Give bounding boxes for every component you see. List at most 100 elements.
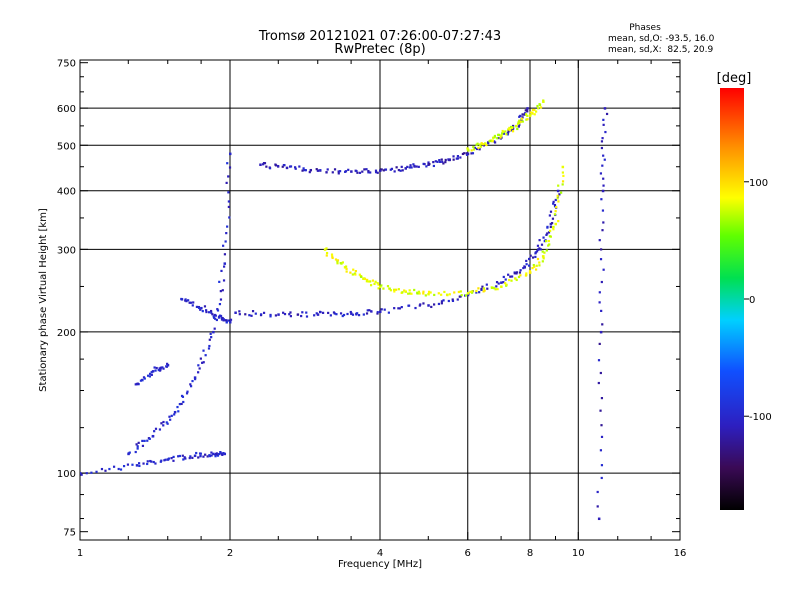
data-point xyxy=(460,294,463,297)
data-point xyxy=(277,313,280,316)
data-point xyxy=(529,111,532,114)
data-point xyxy=(473,146,476,149)
data-point xyxy=(398,307,401,310)
data-point xyxy=(471,152,475,155)
data-point xyxy=(170,414,173,417)
data-point xyxy=(197,371,200,374)
data-point xyxy=(229,318,233,321)
data-point xyxy=(259,163,262,166)
data-point xyxy=(429,291,432,294)
data-point xyxy=(153,430,156,433)
data-point xyxy=(219,290,222,293)
data-point xyxy=(185,392,189,395)
data-point xyxy=(227,205,230,209)
data-point xyxy=(198,452,202,455)
data-point xyxy=(427,292,430,296)
data-point xyxy=(538,261,541,264)
data-point xyxy=(539,106,543,109)
data-point xyxy=(395,288,398,291)
data-point xyxy=(263,162,267,165)
data-point xyxy=(167,457,171,460)
data-point xyxy=(208,311,211,314)
data-point xyxy=(227,200,230,203)
data-point xyxy=(470,149,473,152)
data-point xyxy=(379,310,382,314)
data-point xyxy=(422,290,425,293)
data-point xyxy=(521,116,524,119)
data-point xyxy=(207,347,211,350)
data-point xyxy=(165,365,168,368)
data-point xyxy=(602,177,605,180)
data-point xyxy=(281,165,284,168)
data-point xyxy=(525,118,528,121)
data-point xyxy=(146,439,149,442)
data-point xyxy=(603,158,606,161)
data-point xyxy=(510,279,513,282)
data-point xyxy=(524,274,528,277)
data-point xyxy=(199,357,202,360)
data-point xyxy=(535,250,539,253)
data-point xyxy=(333,312,336,315)
data-point xyxy=(596,505,599,508)
data-point xyxy=(221,453,224,456)
data-point xyxy=(182,458,185,461)
data-point xyxy=(466,152,470,156)
data-point xyxy=(141,444,145,447)
data-point xyxy=(251,310,255,313)
data-point xyxy=(510,126,514,130)
data-point xyxy=(208,454,211,457)
data-point xyxy=(506,133,509,136)
data-point xyxy=(351,273,354,276)
data-point xyxy=(131,463,134,466)
data-point xyxy=(444,158,447,162)
data-point xyxy=(493,136,496,139)
data-point xyxy=(148,437,151,440)
data-point xyxy=(382,287,385,290)
data-point xyxy=(598,342,601,346)
chart-title: Tromsø 20121021 07:26:00-07:27:43 xyxy=(258,29,501,44)
data-point xyxy=(335,313,338,316)
data-point xyxy=(354,273,357,276)
data-point xyxy=(197,364,200,367)
data-point xyxy=(309,168,313,172)
data-point xyxy=(215,452,218,455)
data-point xyxy=(173,413,176,416)
data-point xyxy=(373,282,376,285)
data-point xyxy=(356,171,359,174)
data-point xyxy=(180,402,183,406)
data-point xyxy=(561,171,564,174)
data-point xyxy=(496,137,499,140)
data-point xyxy=(168,415,171,418)
data-point xyxy=(211,313,214,316)
data-point xyxy=(452,155,455,158)
data-point xyxy=(518,119,521,122)
data-point xyxy=(321,311,325,314)
data-point xyxy=(282,311,285,314)
data-point xyxy=(451,298,454,301)
data-point xyxy=(342,313,346,317)
data-point xyxy=(502,281,505,284)
data-point xyxy=(552,228,555,231)
data-point xyxy=(222,451,225,455)
data-point xyxy=(482,287,486,290)
data-point xyxy=(222,318,225,321)
data-point xyxy=(538,239,541,242)
data-point xyxy=(480,142,483,145)
data-point xyxy=(382,169,385,172)
data-point xyxy=(172,455,175,459)
data-point xyxy=(505,133,508,136)
data-point xyxy=(508,128,512,132)
data-point xyxy=(186,390,189,393)
data-point xyxy=(340,262,343,265)
data-point xyxy=(289,165,293,168)
data-point xyxy=(531,108,535,112)
data-point xyxy=(250,314,253,317)
data-point xyxy=(202,455,205,458)
data-point xyxy=(262,163,265,166)
data-point xyxy=(427,161,430,164)
data-point xyxy=(536,248,540,251)
data-point xyxy=(511,275,514,278)
data-point xyxy=(274,163,277,166)
y-tick-label: 750 xyxy=(57,59,76,70)
data-point xyxy=(549,225,552,229)
